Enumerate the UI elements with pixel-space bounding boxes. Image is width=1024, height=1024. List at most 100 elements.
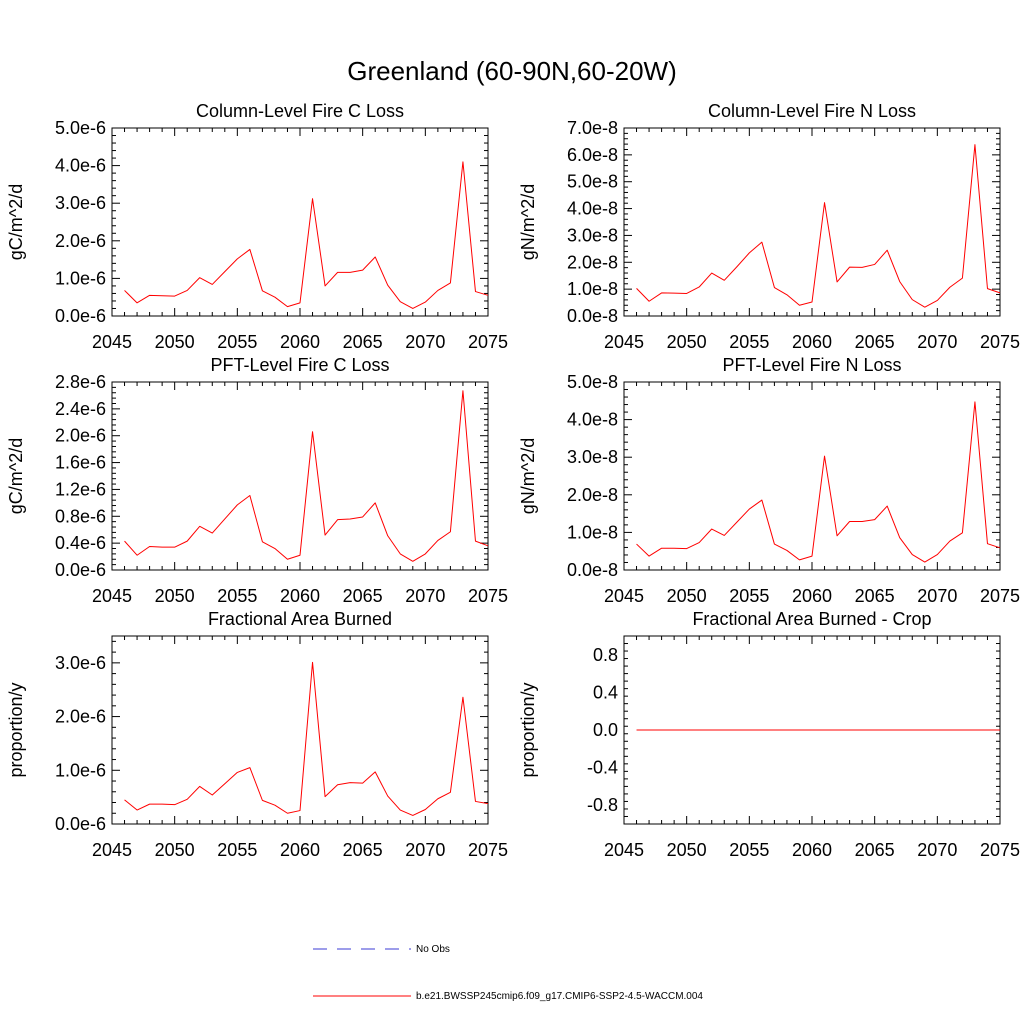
y-tick-label: 0.8 [593, 645, 618, 665]
y-tick-label: 3.0e-6 [55, 193, 106, 213]
series-line-1 [636, 144, 1001, 308]
y-tick-label: 4.0e-8 [567, 410, 618, 430]
y-axis-label: gN/m^2/d [518, 438, 538, 514]
series-line-1 [124, 390, 489, 562]
y-axis-label: gC/m^2/d [6, 184, 26, 260]
x-tick-label: 2060 [792, 586, 832, 606]
x-tick-label: 2075 [468, 840, 508, 860]
plot-frame [111, 381, 489, 571]
x-tick-label: 2055 [217, 332, 257, 352]
x-tick-label: 2045 [604, 586, 644, 606]
panel-title: Column-Level Fire N Loss [708, 101, 916, 121]
y-axis-label: gC/m^2/d [6, 438, 26, 514]
x-tick-label: 2045 [92, 840, 132, 860]
x-tick-label: 2050 [667, 586, 707, 606]
y-tick-label: 7.0e-8 [567, 118, 618, 138]
x-tick-label: 2050 [155, 840, 195, 860]
x-tick-label: 2060 [280, 586, 320, 606]
y-tick-label: 4.0e-8 [567, 199, 618, 219]
x-tick-label: 2050 [155, 332, 195, 352]
y-tick-label: 0.0e-8 [567, 306, 618, 326]
x-tick-label: 2050 [667, 332, 707, 352]
x-tick-label: 2045 [92, 586, 132, 606]
y-tick-label: 2.8e-6 [55, 372, 106, 392]
y-tick-label: 0.8e-6 [55, 506, 106, 526]
x-tick-label: 2055 [729, 332, 769, 352]
series-line-1 [636, 401, 1001, 563]
panel-title: PFT-Level Fire C Loss [210, 355, 389, 375]
x-tick-label: 2065 [343, 840, 383, 860]
plot-frame [111, 127, 489, 317]
plot-frame [623, 381, 1001, 571]
y-tick-label: 1.0e-8 [567, 279, 618, 299]
chart-panel-5: Fractional Area Burned proportion/y 2045 20… [6, 609, 508, 860]
y-tick-label: 3.0e-8 [567, 447, 618, 467]
x-tick-label: 2060 [280, 840, 320, 860]
x-tick-label: 2065 [855, 840, 895, 860]
y-tick-label: 0.4 [593, 682, 618, 702]
x-tick-label: 2070 [405, 586, 445, 606]
chart-panel-4: PFT-Level Fire N Loss gN/m^2/d 2045 2050 205… [518, 355, 1020, 606]
legend: No Obs b.e21.BWSSP245cmip6.f09_g17.CMIP6… [313, 944, 703, 1002]
x-tick-label: 2075 [980, 840, 1020, 860]
y-tick-label: 3.0e-6 [55, 653, 106, 673]
series-line-1 [124, 661, 489, 816]
x-tick-label: 2065 [855, 586, 895, 606]
x-tick-label: 2070 [405, 840, 445, 860]
x-tick-label: 2075 [468, 332, 508, 352]
y-axis-label: gN/m^2/d [518, 184, 538, 260]
chart-panel-3: PFT-Level Fire C Loss gC/m^2/d 2045 2050 205… [6, 355, 508, 606]
y-tick-label: 1.6e-6 [55, 453, 106, 473]
x-tick-label: 2075 [980, 332, 1020, 352]
chart-panels: Column-Level Fire C Loss gC/m^2/d 2045 2050… [6, 101, 1020, 860]
chart-panel-2: Column-Level Fire N Loss gN/m^2/d 2045 2050… [518, 101, 1020, 352]
figure-title: Greenland (60-90N,60-20W) [347, 56, 677, 86]
y-tick-label: 3.0e-8 [567, 225, 618, 245]
x-tick-label: 2065 [343, 586, 383, 606]
y-tick-label: 1.0e-6 [55, 760, 106, 780]
plot-frame [111, 635, 489, 825]
y-tick-label: 0.0e-6 [55, 306, 106, 326]
x-tick-label: 2060 [792, 840, 832, 860]
y-tick-label: 5.0e-8 [567, 172, 618, 192]
legend-label-model: b.e21.BWSSP245cmip6.f09_g17.CMIP6-SSP2-4… [416, 991, 703, 1002]
x-tick-label: 2065 [343, 332, 383, 352]
y-tick-label: 0.4e-6 [55, 533, 106, 553]
panel-title: PFT-Level Fire N Loss [722, 355, 901, 375]
y-tick-label: 0.0e-6 [55, 814, 106, 834]
panel-title: Column-Level Fire C Loss [196, 101, 404, 121]
x-tick-label: 2070 [917, 840, 957, 860]
x-tick-label: 2070 [917, 586, 957, 606]
x-tick-label: 2060 [280, 332, 320, 352]
x-tick-label: 2075 [980, 586, 1020, 606]
x-tick-label: 2050 [155, 586, 195, 606]
y-tick-label: 2.0e-8 [567, 485, 618, 505]
y-axis-label: proportion/y [518, 682, 538, 777]
x-tick-label: 2075 [468, 586, 508, 606]
x-tick-label: 2045 [604, 840, 644, 860]
panel-title: Fractional Area Burned [208, 609, 392, 629]
x-tick-label: 2055 [217, 586, 257, 606]
y-tick-label: 2.4e-6 [55, 399, 106, 419]
y-tick-label: 2.0e-8 [567, 252, 618, 272]
x-tick-label: 2055 [217, 840, 257, 860]
x-tick-label: 2050 [667, 840, 707, 860]
y-tick-label: 1.2e-6 [55, 479, 106, 499]
x-tick-label: 2045 [92, 332, 132, 352]
y-tick-label: 6.0e-8 [567, 145, 618, 165]
x-tick-label: 2045 [604, 332, 644, 352]
y-tick-label: 2.0e-6 [55, 426, 106, 446]
y-axis-label: proportion/y [6, 682, 26, 777]
y-tick-label: 2.0e-6 [55, 231, 106, 251]
series-line-1 [124, 161, 489, 309]
y-tick-label: 0.0e-8 [567, 560, 618, 580]
y-tick-label: 2.0e-6 [55, 707, 106, 727]
x-tick-label: 2070 [405, 332, 445, 352]
y-tick-label: 0.0e-6 [55, 560, 106, 580]
y-tick-label: 1.0e-6 [55, 268, 106, 288]
chart-panel-1: Column-Level Fire C Loss gC/m^2/d 2045 2050… [6, 101, 508, 352]
y-tick-label: -0.4 [587, 758, 618, 778]
panel-title: Fractional Area Burned - Crop [692, 609, 931, 629]
chart-panel-6: Fractional Area Burned - Crop proportion/… [518, 609, 1020, 860]
